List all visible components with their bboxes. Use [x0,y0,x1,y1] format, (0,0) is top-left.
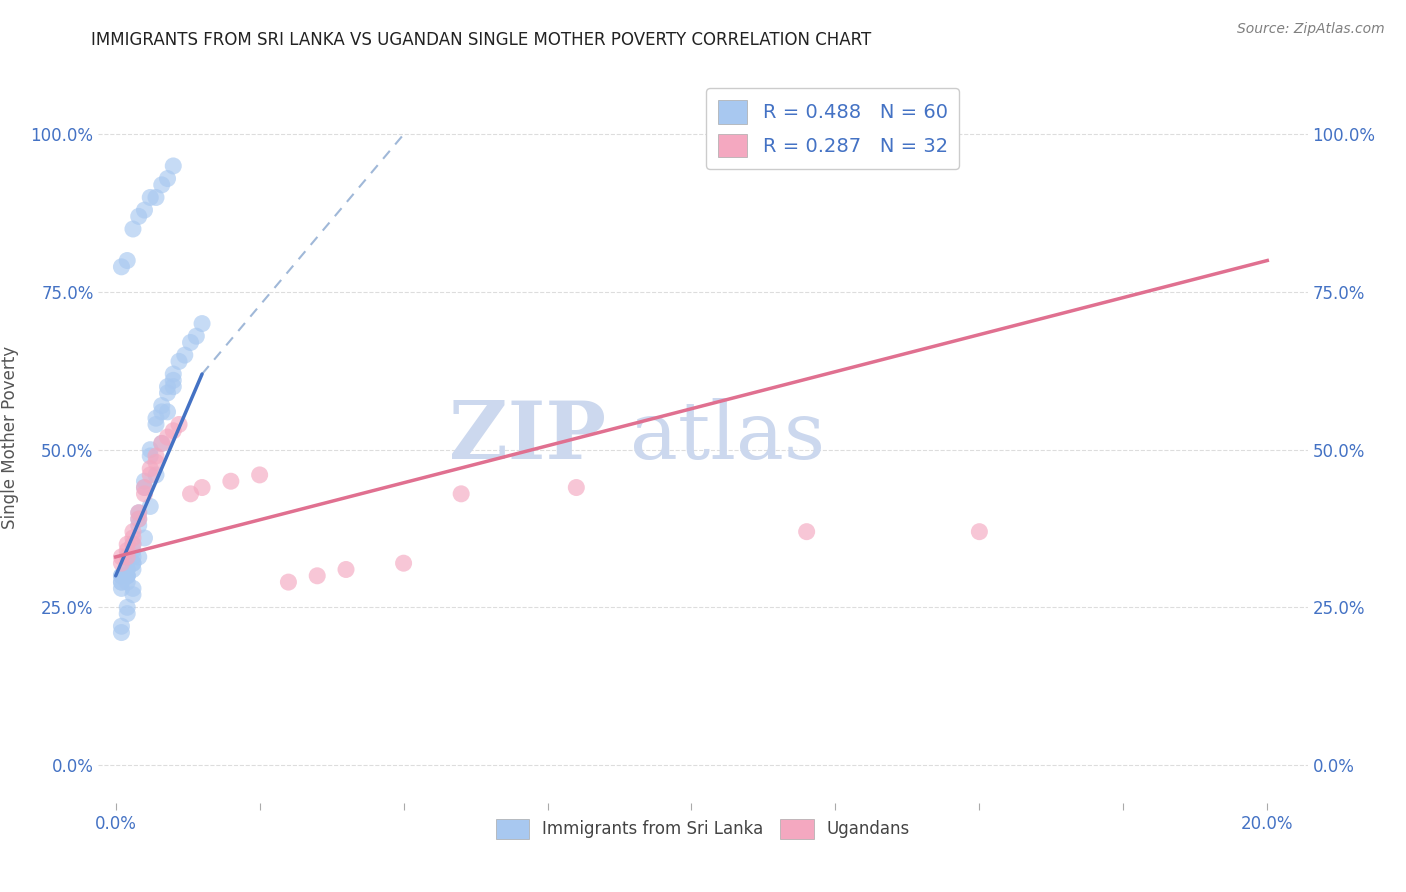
Point [115,253,138,268]
Point [122,531,145,545]
Point [162,373,184,387]
Text: Source: ZipAtlas.com: Source: ZipAtlas.com [1237,22,1385,37]
Point [139,442,162,457]
Point [122,582,145,596]
Point [162,379,184,393]
Point [150,405,173,419]
Point [134,481,156,495]
Point [115,562,138,576]
Point [115,569,138,583]
Legend: Immigrants from Sri Lanka, Ugandans: Immigrants from Sri Lanka, Ugandans [489,812,917,846]
Point [186,329,208,343]
Point [115,600,138,615]
Text: atlas: atlas [630,398,825,476]
Point [110,582,132,596]
Point [110,619,132,633]
Y-axis label: Single Mother Poverty: Single Mother Poverty [1,345,20,529]
Point [139,190,162,204]
Point [128,506,150,520]
Point [180,487,202,501]
Point [219,474,242,488]
Point [110,575,132,590]
Text: ZIP: ZIP [450,398,606,476]
Point [115,543,138,558]
Point [150,436,173,450]
Point [128,210,150,224]
Point [150,436,173,450]
Point [150,178,173,192]
Point [128,512,150,526]
Point [139,500,162,514]
Point [122,222,145,236]
Point [134,481,156,495]
Point [191,317,214,331]
Point [128,506,150,520]
Point [145,417,167,432]
Point [115,569,138,583]
Point [162,367,184,381]
Point [173,348,195,362]
Point [122,524,145,539]
Point [122,543,145,558]
Point [122,549,145,564]
Point [180,335,202,350]
Point [145,190,167,204]
Point [115,537,138,551]
Point [134,474,156,488]
Point [122,562,145,576]
Point [565,481,588,495]
Point [145,449,167,463]
Point [128,549,150,564]
Point [110,549,132,564]
Point [191,481,214,495]
Point [110,260,132,274]
Point [156,430,179,444]
Point [110,569,132,583]
Point [122,556,145,570]
Point [156,386,179,401]
Point [134,531,156,545]
Point [249,467,271,482]
Point [110,569,132,583]
Point [162,159,184,173]
Point [139,467,162,482]
Point [128,512,150,526]
Point [115,575,138,590]
Point [110,575,132,590]
Point [450,487,472,501]
Point [139,461,162,475]
Point [122,537,145,551]
Point [145,411,167,425]
Point [115,549,138,564]
Point [150,399,173,413]
Point [145,467,167,482]
Point [796,524,818,539]
Point [156,405,179,419]
Text: IMMIGRANTS FROM SRI LANKA VS UGANDAN SINGLE MOTHER POVERTY CORRELATION CHART: IMMIGRANTS FROM SRI LANKA VS UGANDAN SIN… [91,31,872,49]
Point [122,556,145,570]
Point [392,556,415,570]
Point [156,171,179,186]
Point [134,487,156,501]
Point [134,203,156,218]
Point [167,417,190,432]
Point [335,562,357,576]
Point [122,588,145,602]
Point [139,449,162,463]
Point [110,625,132,640]
Point [122,537,145,551]
Point [969,524,991,539]
Point [145,455,167,469]
Point [110,556,132,570]
Point [162,424,184,438]
Point [115,569,138,583]
Point [156,379,179,393]
Point [277,575,299,590]
Point [115,607,138,621]
Point [167,354,190,368]
Point [115,562,138,576]
Point [128,518,150,533]
Point [307,569,329,583]
